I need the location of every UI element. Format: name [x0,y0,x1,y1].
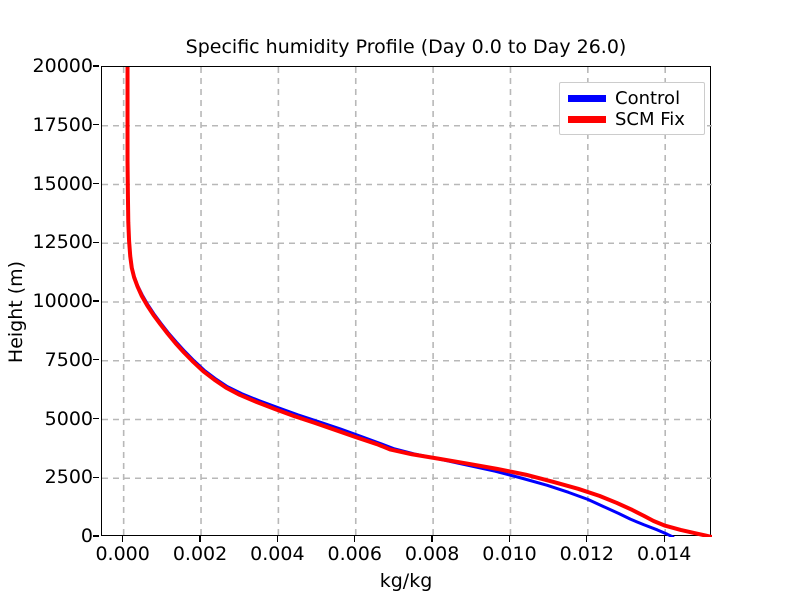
x-tick-mark [199,536,201,542]
legend-entry-scm-fix: SCM Fix [568,109,696,130]
y-tick-label: 12500 [32,231,93,254]
x-tick-label: 0.000 [95,543,150,565]
y-tick-mark [93,124,99,126]
y-tick-label: 15000 [32,172,93,195]
y-tick-label: 10000 [32,290,93,312]
x-tick-label: 0.008 [404,543,460,565]
plot-canvas [102,67,712,537]
y-tick-label: 5000 [44,407,93,430]
y-tick-mark [93,182,99,185]
chart-title: Specific humidity Profile (Day 0.0 to Da… [185,36,627,58]
legend-swatch-control [568,95,606,102]
plot-area [101,66,712,537]
y-tick-label: 2500 [44,466,93,489]
legend: Control SCM Fix [559,82,705,135]
x-tick-mark [122,536,124,542]
y-tick-label: 7500 [44,348,93,371]
y-axis-label: Height (m) [5,260,27,364]
x-tick-label: 0.006 [327,543,382,565]
y-tick-mark [93,65,99,67]
legend-label-scm-fix: SCM Fix [615,108,685,130]
data-series-group [125,67,712,537]
x-tick-label: 0.012 [559,543,615,565]
y-tick-label: 17500 [32,113,93,136]
x-tick-label: 0.014 [636,543,692,565]
y-tick-mark [93,417,99,420]
x-tick-mark [431,536,433,542]
x-tick-label: 0.010 [482,543,537,565]
x-axis-label: kg/kg [379,570,433,592]
legend-swatch-scm-fix [568,116,606,123]
y-tick-mark [93,535,99,537]
gridlines [102,67,712,537]
y-tick-mark [93,359,99,361]
x-tick-mark [663,536,665,542]
x-axis-tick-labels: 0.000 0.002 0.004 0.006 0.008 0.010 0.012 0.014 [95,536,711,569]
y-axis-tick-labels: 0 2500 5000 7500 10000 12500 15000 17500 20000 [0,55,99,547]
series-line-scm-fix [125,67,712,537]
x-tick-mark [276,536,279,542]
y-tick-mark [93,300,99,302]
x-tick-label: 0.004 [250,543,305,565]
x-tick-mark [508,536,511,542]
y-tick-label: 20000 [32,55,93,77]
x-tick-mark [586,536,588,542]
x-tick-label: 0.002 [172,543,228,565]
y-tick-mark [93,241,99,243]
legend-label-control: Control [615,87,681,109]
legend-entry-control: Control [568,88,696,109]
y-tick-mark [93,476,99,478]
x-tick-mark [354,536,356,542]
y-tick-label: 0 [80,525,93,547]
